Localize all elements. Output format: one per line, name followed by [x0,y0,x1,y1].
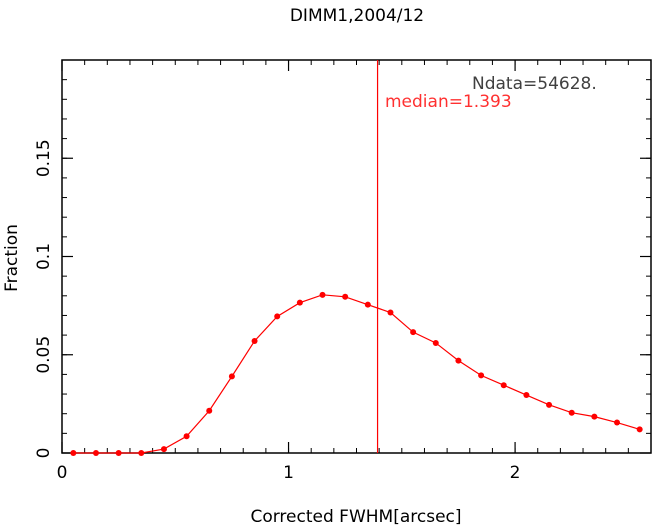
data-point [296,299,303,306]
y-tick-label: 0 [34,448,54,459]
data-point [160,446,167,453]
ndata-annotation: Ndata=54628. [472,74,597,94]
data-point [251,337,258,344]
plot-frame [61,59,652,454]
y-tick-label: 0.05 [34,336,54,374]
x-tick-label: 1 [283,463,294,483]
x-axis-label: Corrected FWHM[arcsec] [250,507,461,527]
data-point [206,407,213,414]
x-tick-label: 2 [510,463,521,483]
data-point [455,357,462,364]
data-point [546,401,553,408]
data-point [92,450,99,456]
data-point [636,426,643,433]
y-axis-label: Fraction [2,224,22,292]
data-point [70,450,77,456]
data-point [228,373,235,380]
series-line [73,294,640,454]
data-point [387,309,394,316]
data-point [614,419,621,426]
data-point [432,339,439,346]
data-point [364,301,371,308]
data-point [138,450,145,456]
y-tick-label: 0.15 [34,139,54,177]
x-tick-label: 0 [57,463,68,483]
data-point [319,291,326,298]
data-point [591,413,598,420]
data-point [500,382,507,389]
median-annotation: median=1.393 [385,92,512,112]
data-point [115,450,122,456]
data-point [478,372,485,379]
data-point [274,313,281,320]
chart-title: DIMM1,2004/12 [290,6,424,26]
data-point [523,392,530,399]
data-point [183,433,190,440]
data-point [342,293,349,300]
data-point [410,329,417,336]
data-point [568,409,575,416]
y-tick-label: 0.1 [34,243,54,270]
